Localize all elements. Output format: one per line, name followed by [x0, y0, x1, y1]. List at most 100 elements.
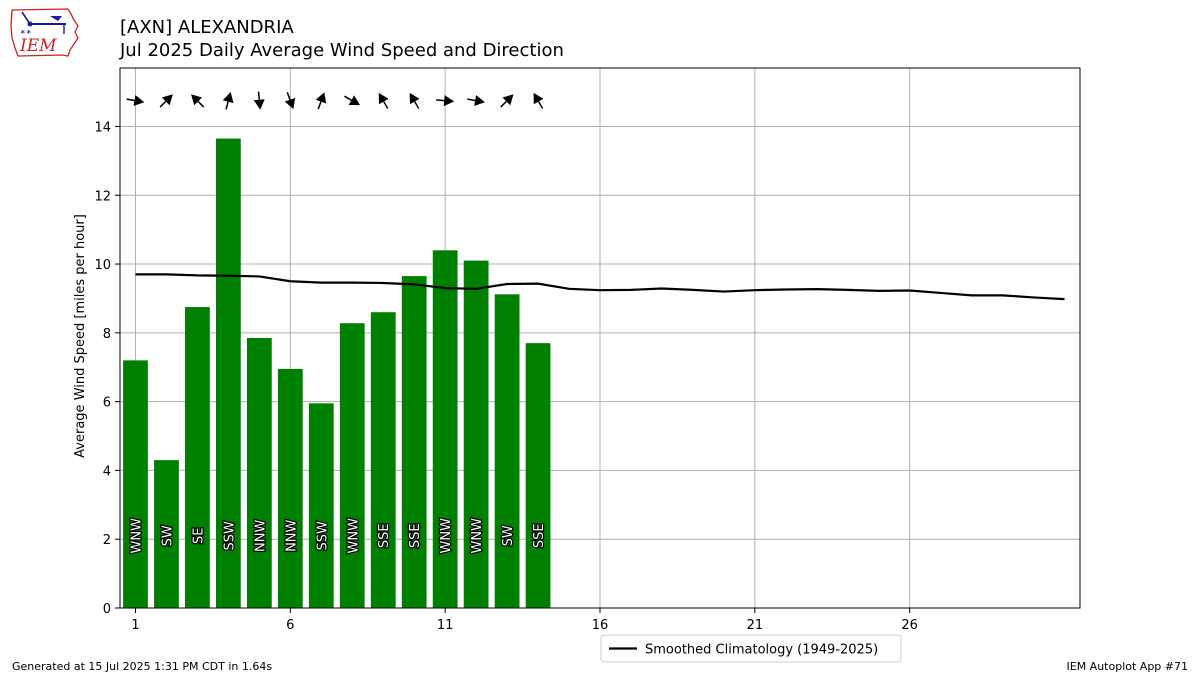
legend: Smoothed Climatology (1949-2025)	[600, 634, 902, 663]
y-tick-label: 10	[94, 258, 111, 273]
arrow-head	[161, 94, 173, 106]
direction-arrow	[436, 95, 455, 107]
arrow-shaft	[344, 95, 352, 101]
x-tick-label: 1	[131, 618, 139, 633]
svg-text:∗∗: ∗∗	[20, 28, 32, 36]
direction-arrow	[378, 92, 389, 109]
direction-label: SSW	[222, 521, 237, 551]
wind-speed-bar	[216, 138, 241, 608]
arrow-head	[315, 92, 327, 104]
y-tick-label: 14	[94, 120, 111, 135]
arrow-head	[378, 92, 389, 105]
direction-arrow	[126, 95, 145, 106]
legend-entry-climatology: Smoothed Climatology (1949-2025)	[645, 643, 878, 658]
arrow-shaft	[383, 101, 389, 109]
x-tick-label: 26	[901, 618, 918, 633]
arrow-shaft	[126, 98, 135, 102]
arrow-head	[284, 97, 296, 110]
arrow-shaft	[317, 101, 322, 110]
direction-arrow	[344, 95, 361, 106]
iem-logo: ∗∗ IEM	[10, 8, 79, 57]
y-axis-label: Average Wind Speed [miles per hour]	[73, 214, 88, 458]
arrow-shaft	[197, 100, 205, 108]
legend-box	[600, 634, 902, 663]
arrow-shaft	[537, 101, 544, 109]
wind-speed-bar	[308, 403, 334, 608]
generated-timestamp: Generated at 15 Jul 2025 1:31 PM CDT in …	[12, 660, 273, 673]
direction-arrow	[500, 94, 514, 108]
arrow-head	[222, 91, 234, 104]
bars	[123, 138, 551, 608]
x-tick-label: 6	[286, 618, 294, 633]
wind-speed-bar	[185, 307, 210, 608]
direction-arrow	[467, 95, 485, 106]
direction-label: SSE	[377, 523, 392, 548]
y-tick-label: 6	[103, 396, 111, 411]
direction-arrow	[533, 92, 544, 109]
direction-arrow	[315, 92, 327, 110]
direction-labels: WNW SW SE SSW NNW NNW SSW WNW SSE SSE WNW WNW SW SSE	[128, 517, 548, 555]
y-tick-label: 2	[103, 533, 111, 548]
arrow-head	[443, 95, 455, 107]
wind-speed-bar	[123, 360, 148, 608]
arrow-head	[253, 99, 265, 110]
arrow-shaft	[436, 99, 445, 102]
arrow-shaft	[467, 98, 476, 102]
arrow-shaft	[159, 100, 167, 108]
y-tick-label: 0	[103, 602, 111, 617]
direction-arrow	[159, 94, 173, 108]
wind-speed-bar	[370, 312, 396, 608]
direction-label: SE	[191, 528, 206, 544]
direction-label: SSE	[408, 523, 423, 548]
arrow-shaft	[286, 91, 291, 100]
arrow-shaft	[257, 91, 261, 100]
chart-title-station: [AXN] ALEXANDRIA	[120, 17, 294, 38]
wind-speed-bar	[401, 276, 427, 608]
arrow-shaft	[500, 100, 507, 108]
arrow-shaft	[225, 101, 229, 110]
direction-label: SW	[160, 525, 175, 546]
wind-speed-bar	[432, 250, 458, 608]
x-tick-label: 21	[747, 618, 764, 633]
wind-speed-bar	[494, 294, 520, 608]
direction-label: WNW	[346, 518, 361, 554]
arrow-head	[133, 95, 145, 106]
arrow-head	[191, 94, 203, 106]
grid	[120, 68, 1080, 609]
direction-arrow	[284, 91, 296, 110]
direction-label: NNW	[284, 519, 299, 551]
plot-frame	[119, 67, 1081, 609]
x-tick-label: 16	[592, 618, 609, 633]
arrow-head	[502, 94, 514, 106]
direction-arrow	[253, 91, 265, 110]
wind-speed-bar	[463, 260, 489, 608]
autoplot-app-id: IEM Autoplot App #71	[1066, 660, 1189, 673]
direction-arrow	[191, 94, 205, 108]
wind-speed-bar	[525, 343, 551, 608]
wind-speed-bar	[339, 323, 365, 608]
wind-speed-bar	[246, 338, 272, 608]
climatology-series	[135, 273, 1065, 301]
direction-arrows	[126, 91, 544, 110]
arrow-head	[409, 92, 420, 105]
arrow-head	[474, 95, 485, 106]
direction-label: WNW	[129, 518, 144, 554]
arrow-head	[533, 92, 544, 105]
wind-speed-bar	[154, 460, 179, 608]
direction-label: SW	[501, 525, 516, 546]
direction-label: NNW	[253, 519, 268, 551]
x-tick-label: 11	[437, 618, 454, 633]
direction-arrow	[409, 92, 420, 109]
wind-speed-bar	[277, 368, 303, 608]
direction-label: SSW	[315, 521, 330, 551]
climatology-line	[135, 273, 1065, 301]
logo-text: IEM	[19, 36, 57, 56]
y-tick-label: 12	[94, 189, 111, 204]
chart-title: Jul 2025 Daily Average Wind Speed and Di…	[120, 40, 564, 61]
direction-arrow	[222, 91, 234, 110]
direction-label: WNW	[470, 518, 485, 554]
direction-label: WNW	[439, 518, 454, 554]
y-tick-label: 4	[103, 464, 111, 479]
